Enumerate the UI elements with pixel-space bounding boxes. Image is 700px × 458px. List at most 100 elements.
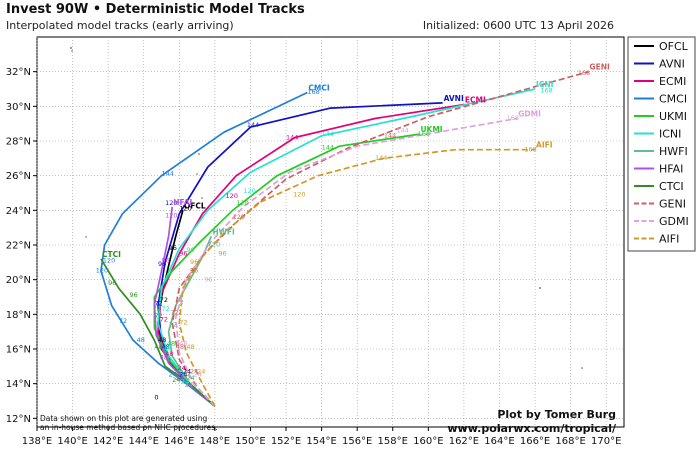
hour-mark: 24 — [186, 374, 194, 382]
hour-mark: 96 — [108, 279, 116, 287]
footer-note: Data shown on this plot are generated us… — [40, 414, 218, 432]
hour-mark: 48 — [179, 340, 187, 348]
track-cmci — [100, 91, 308, 407]
hour-mark: 72 — [179, 319, 187, 327]
hour-mark: 120 — [208, 241, 220, 249]
hour-mark: 24 — [176, 374, 184, 382]
grid — [36, 37, 624, 427]
x-tick-label: 170°E — [591, 436, 621, 447]
hour-mark: 144 — [322, 144, 334, 152]
legend-label-geni: GENI — [659, 198, 686, 211]
end-label-geni: GENI — [589, 63, 610, 72]
track-ukmi — [153, 133, 420, 407]
y-tick-label: 18°N — [6, 310, 31, 321]
hour-mark: 144 — [396, 126, 408, 134]
end-label-hwfi: HWFI — [212, 227, 235, 236]
y-tick-label: 30°N — [6, 102, 31, 113]
chart-subtitle: Interpolated model tracks (early arrivin… — [6, 19, 234, 32]
hour-mark: 144 — [375, 154, 387, 162]
hour-mark: 120 — [165, 211, 177, 219]
y-tick-label: 12°N — [6, 414, 31, 425]
hour-mark: 24 — [169, 371, 177, 379]
x-tick-label: 148°E — [200, 436, 230, 447]
hour-mark: 48 — [162, 343, 170, 351]
hour-mark: 0 — [154, 393, 158, 401]
legend: OFCL AVNI ECMI CMCI UKMI ICNI HWFI HFAI CTCI GENI… — [627, 36, 696, 252]
hour-mark: 24 — [194, 371, 202, 379]
hour-mark: 48 — [154, 343, 162, 351]
hour-mark: 168 — [507, 114, 519, 122]
x-tick-label: 142°E — [93, 436, 123, 447]
legend-label-ctci: CTCI — [659, 180, 684, 193]
y-tick-label: 22°N — [6, 241, 31, 252]
hour-mark: 24 — [181, 378, 189, 386]
hour-mark: 72 — [160, 296, 168, 304]
hour-mark: 24 — [179, 371, 187, 379]
hour-mark: 144 — [247, 121, 259, 129]
hour-mark: 96 — [129, 291, 137, 299]
footer-note-line1: Data shown on this plot are generated us… — [40, 414, 207, 423]
hour-mark: 72 — [176, 298, 184, 306]
hour-mark: 96 — [158, 260, 166, 268]
end-label-ofcl: OFCL — [184, 201, 206, 210]
hour-mark: 120 — [236, 199, 248, 207]
hour-mark: 168 — [524, 145, 536, 153]
hour-mark: 24 — [190, 367, 198, 375]
x-tick-label: 156°E — [342, 436, 372, 447]
chart-title: Invest 90W • Deterministic Model Tracks — [6, 2, 305, 17]
hour-mark: 48 — [160, 353, 168, 361]
legend-label-hfai: HFAI — [659, 163, 683, 176]
hour-mark: 96 — [179, 249, 187, 257]
hour-mark: 96 — [169, 244, 177, 252]
init-time: Initialized: 0600 UTC 13 April 2026 — [422, 19, 614, 32]
track-gdmi — [174, 117, 518, 407]
hour-mark: 144 — [384, 132, 396, 140]
hour-mark: 120 — [179, 204, 191, 212]
track-ctci — [100, 258, 216, 407]
hour-mark: 120 — [165, 199, 177, 207]
hour-mark: 48 — [167, 340, 175, 348]
credit-line1: Plot by Tomer Burg — [497, 408, 616, 421]
end-label-aifi: AIFI — [536, 141, 553, 150]
x-tick-label: 150°E — [235, 436, 265, 447]
end-label-icni: ICNI — [536, 80, 554, 89]
x-tick-label: 162°E — [449, 436, 479, 447]
legend-label-hwfi: HWFI — [659, 145, 688, 158]
hour-mark: 72 — [160, 315, 168, 323]
legend-label-ofcl: OFCL — [659, 40, 689, 53]
hour-mark: 72 — [170, 308, 178, 316]
legend-label-gdmi: GDMI — [659, 215, 689, 228]
hour-mark: 120 — [243, 187, 255, 195]
x-tick-label: 160°E — [413, 436, 443, 447]
x-tick-label: 168°E — [555, 436, 585, 447]
x-tick-label: 164°E — [484, 436, 514, 447]
hour-mark: 24 — [197, 367, 205, 375]
hour-mark: 48 — [158, 336, 166, 344]
credit-line2: www.polarwx.com/tropical/ — [447, 422, 617, 435]
hour-mark: 72 — [153, 305, 161, 313]
hour-mark: 96 — [204, 275, 212, 283]
end-label-hfai: HFAI — [173, 198, 192, 207]
end-label-ukmi: UKMI — [420, 125, 442, 134]
hour-mark: 48 — [165, 350, 173, 358]
hour-mark: 48 — [137, 336, 145, 344]
hour-mark: 144 — [322, 130, 334, 138]
hour-mark: 48 — [186, 343, 194, 351]
track-aifi — [178, 148, 536, 407]
hour-mark: 144 — [286, 133, 298, 141]
model-tracks — [100, 70, 589, 407]
hour-mark: 48 — [176, 343, 184, 351]
end-label-gdmi: GDMI — [518, 109, 541, 118]
hour-mark: 168 — [540, 86, 552, 94]
x-tick-label: 138°E — [22, 436, 52, 447]
legend-label-cmci: CMCI — [659, 93, 687, 106]
plot-area — [36, 36, 625, 428]
track-icni — [157, 88, 536, 407]
hour-mark: 48 — [163, 345, 171, 353]
hour-mark: 168 — [307, 88, 319, 96]
y-tick-label: 26°N — [6, 171, 31, 182]
legend-label-ukmi: UKMI — [659, 110, 687, 123]
x-tick-label: 154°E — [306, 436, 336, 447]
islands — [70, 47, 583, 369]
hour-mark: 96 — [190, 267, 198, 275]
